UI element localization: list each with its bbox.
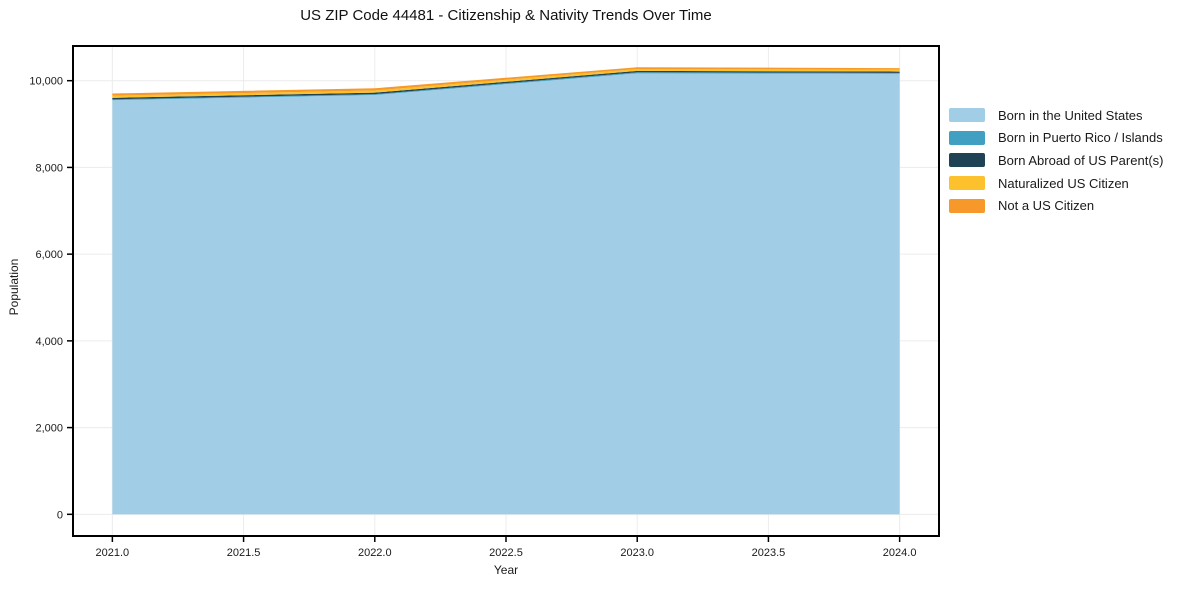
x-tick-label: 2022.0 [358, 547, 392, 559]
legend-item-born-abroad-of-us-parent-s: Born Abroad of US Parent(s) [949, 149, 1163, 172]
legend-item-naturalized-us-citizen: Naturalized US Citizen [949, 172, 1163, 195]
legend-swatch [949, 176, 985, 191]
axes-frame [72, 45, 940, 537]
x-tick-label: 2022.5 [489, 547, 523, 559]
legend-label: Born in the United States [998, 107, 1143, 123]
y-tick-label: 6,000 [35, 249, 63, 261]
legend-item-not-a-us-citizen: Not a US Citizen [949, 194, 1163, 217]
legend-swatch [949, 198, 985, 213]
legend-label: Born in Puerto Rico / Islands [998, 130, 1163, 146]
legend-swatch [949, 153, 985, 168]
x-tick-label: 2021.0 [96, 547, 130, 559]
y-tick-label: 8,000 [35, 162, 63, 174]
area-born-in-the-united-states [112, 73, 900, 515]
legend-item-born-in-the-united-states: Born in the United States [949, 104, 1163, 127]
x-tick-label: 2024.0 [883, 547, 917, 559]
legend-swatch [949, 108, 985, 123]
legend-label: Not a US Citizen [998, 198, 1095, 214]
legend-label: Born Abroad of US Parent(s) [998, 152, 1164, 168]
legend: Born in the United States Born in Puerto … [949, 104, 1163, 217]
legend-label: Naturalized US Citizen [998, 175, 1129, 191]
area-naturalized-us-citizen [112, 68, 900, 98]
y-tick-label: 10,000 [29, 76, 63, 88]
legend-item-born-in-puerto-rico-islands: Born in Puerto Rico / Islands [949, 127, 1163, 150]
x-axis-label: Year [493, 563, 519, 577]
chart-title: US ZIP Code 44481 - Citizenship & Nativi… [300, 7, 712, 24]
y-tick-label: 0 [57, 509, 63, 521]
x-tick-label: 2023.5 [752, 547, 786, 559]
y-tick-label: 2,000 [35, 423, 63, 435]
y-tick-label: 4,000 [35, 336, 63, 348]
area-not-a-us-citizen [112, 67, 900, 96]
legend-swatch [949, 130, 985, 145]
x-tick-label: 2021.5 [227, 547, 261, 559]
area-born-abroad-of-us-parent-s [112, 70, 900, 100]
x-tick-label: 2023.0 [620, 547, 654, 559]
